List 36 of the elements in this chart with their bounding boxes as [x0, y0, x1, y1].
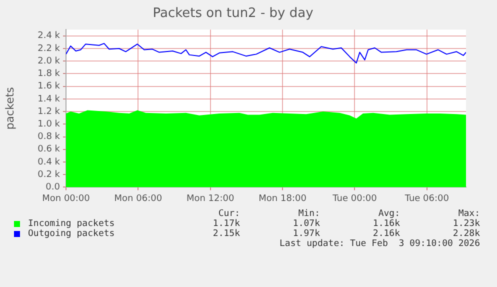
y-tick-label: 0.8 k	[38, 132, 61, 142]
y-tick-label: 0.0	[46, 182, 60, 193]
x-tick-label: Mon 06:00	[114, 194, 162, 204]
y-tick-label: 0.2 k	[38, 170, 61, 180]
text: 1.07k	[292, 219, 320, 229]
text: 1.97k	[292, 229, 320, 239]
y-tick-label: 2.0 k	[38, 56, 61, 66]
x-tick-label: Tue 00:00	[332, 194, 378, 204]
text: 1.23k	[452, 219, 480, 229]
legend-label: Incoming packets	[28, 219, 115, 229]
text: 1.17k	[212, 219, 240, 229]
y-tick-label: 1.8 k	[38, 69, 61, 80]
y-tick-label: 1.0 k	[38, 120, 61, 130]
text: 1.16k	[372, 219, 400, 229]
text: Last update: Tue Feb 3 09:10:00 2026	[278, 239, 480, 249]
y-axis-title: packets	[3, 86, 16, 130]
text: Cur:	[217, 209, 240, 219]
y-tick-label: 0.6 k	[38, 144, 61, 155]
text: 2.15k	[212, 229, 240, 239]
x-tick-label: Tue 06:00	[404, 194, 450, 204]
y-tick-label: 1.4 k	[38, 94, 61, 104]
y-tick-label: 1.2 k	[38, 106, 61, 117]
text: Avg:	[377, 209, 400, 219]
legend-label: Outgoing packets	[28, 229, 115, 239]
x-tick-label: Mon 12:00	[186, 194, 235, 204]
text: 2.28k	[452, 229, 480, 239]
y-tick-label: 0.4 k	[38, 157, 61, 168]
text: Min:	[297, 209, 320, 219]
y-tick-label: 1.6 k	[38, 82, 61, 92]
text: Max:	[457, 209, 480, 219]
y-tick-label: 2.4 k	[38, 31, 61, 42]
text: 2.16k	[372, 229, 400, 239]
x-tick-label: Mon 18:00	[258, 194, 307, 204]
x-tick-label: Mon 00:00	[42, 194, 90, 204]
chart-title: Packets on tun2 - by day	[152, 6, 314, 22]
y-tick-label: 2.2 k	[38, 44, 61, 54]
